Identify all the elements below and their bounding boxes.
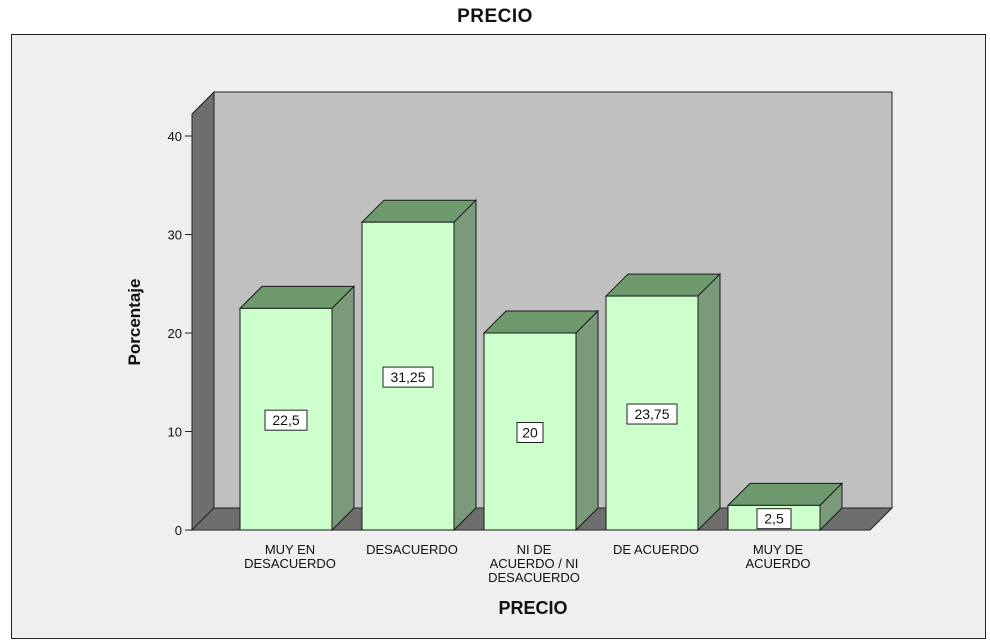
data-label: 2,5 [764, 511, 784, 527]
bar-side [575, 309, 599, 532]
y-tick-label: 30 [168, 228, 182, 243]
data-label-box [516, 422, 544, 443]
data-label-box [264, 409, 308, 431]
category-label: ACUERDO / NI [490, 556, 579, 571]
category-label: DESACUERDO [244, 556, 336, 571]
bar-side [697, 272, 721, 532]
chart-title: PRECIO [457, 6, 533, 27]
category-label: ACUERDO [745, 556, 810, 571]
category-label: MUY EN [265, 542, 315, 557]
x-axis-title: PRECIO [498, 598, 567, 618]
data-label-box [382, 366, 434, 388]
y-tick-label: 0 [175, 523, 182, 538]
left-wall [191, 90, 215, 532]
data-label: 20 [522, 425, 538, 441]
y-axis-title: Porcentaje [125, 279, 144, 366]
y-tick-label: 20 [168, 326, 182, 341]
category-label: DESACUERDO [366, 542, 458, 557]
data-label: 31,25 [390, 369, 425, 385]
category-label: NI DE [517, 542, 552, 557]
category-label: DESACUERDO [488, 570, 580, 585]
category-label: MUY DE [753, 542, 804, 557]
y-tick-label: 40 [168, 129, 182, 144]
category-label: DE ACUERDO [613, 542, 699, 557]
data-label-box [626, 403, 678, 425]
y-tick-label: 10 [168, 425, 182, 440]
data-label: 22,5 [272, 412, 299, 428]
bar-side [331, 285, 355, 532]
bar-side [453, 198, 477, 532]
data-label-box [756, 508, 792, 530]
data-label: 23,75 [634, 406, 669, 422]
